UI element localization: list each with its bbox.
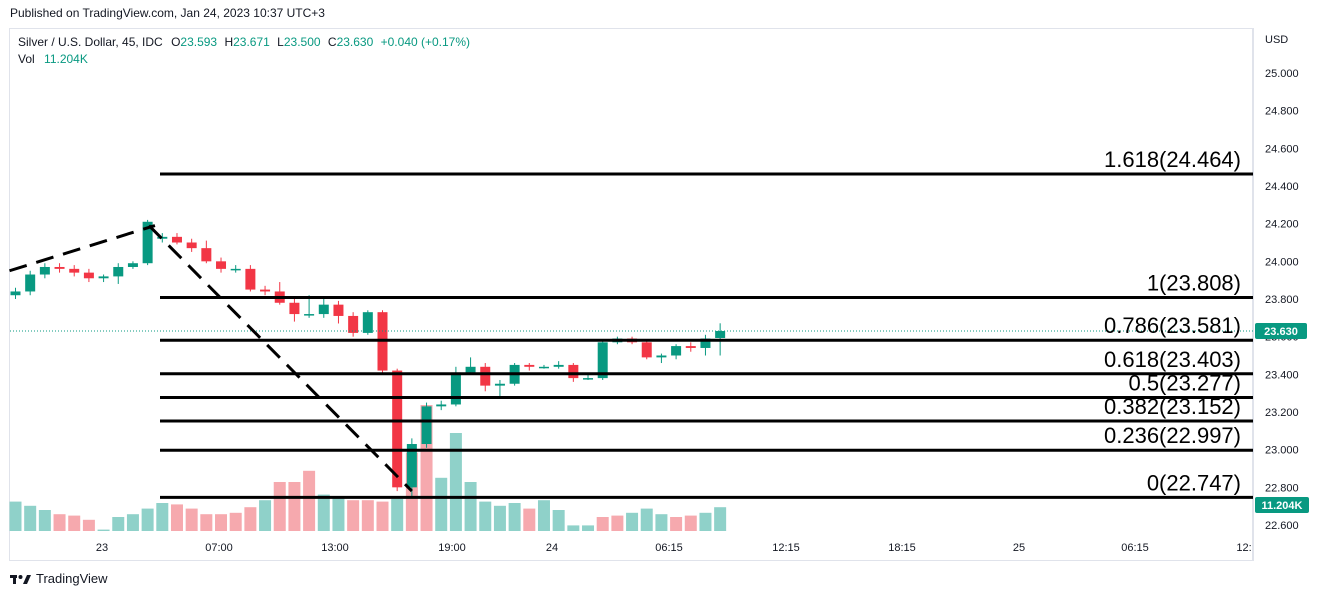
volume-badge bbox=[1255, 497, 1309, 513]
tradingview-logo[interactable]: TradingView bbox=[10, 571, 108, 586]
price-tick-label: 24.600 bbox=[1265, 143, 1299, 155]
price-scale-separator bbox=[1253, 28, 1254, 561]
last-price-badge bbox=[1255, 323, 1307, 340]
high-label: H bbox=[224, 35, 234, 49]
change-value: +0.040 (+0.17%) bbox=[380, 35, 471, 49]
low-label: L bbox=[277, 35, 284, 49]
price-tick-label: 24.200 bbox=[1265, 219, 1299, 231]
high-value: 23.671 bbox=[233, 35, 270, 49]
symbol-name[interactable]: Silver / U.S. Dollar, 45, IDC bbox=[18, 35, 163, 49]
price-tick-label: 24.000 bbox=[1265, 256, 1299, 268]
price-tick-label: 23.400 bbox=[1265, 369, 1299, 381]
low-value: 23.500 bbox=[283, 35, 321, 49]
legend-volume-row: Vol 11.204K bbox=[18, 51, 470, 68]
price-tick-label: 25.000 bbox=[1265, 68, 1299, 80]
open-value: 23.593 bbox=[180, 35, 218, 49]
price-tick-label: 24.400 bbox=[1265, 181, 1299, 193]
price-tick-label: 22.600 bbox=[1265, 520, 1299, 532]
volume-badge-text: 11.204K bbox=[1262, 500, 1303, 512]
volume-value: 11.204K bbox=[44, 52, 88, 66]
price-tick-label: 22.800 bbox=[1265, 482, 1299, 494]
chart-pane[interactable] bbox=[9, 28, 1253, 561]
published-caption: Published on TradingView.com, Jan 24, 20… bbox=[10, 6, 325, 20]
tradingview-logo-icon bbox=[10, 574, 31, 584]
legend-ohlc-row: Silver / U.S. Dollar, 45, IDC O23.593 H2… bbox=[18, 34, 470, 51]
price-tick-label: 23.000 bbox=[1265, 445, 1299, 457]
currency-label: USD bbox=[1265, 34, 1289, 46]
price-tick-label: 23.200 bbox=[1265, 407, 1299, 419]
chart-legend: Silver / U.S. Dollar, 45, IDC O23.593 H2… bbox=[18, 34, 470, 68]
price-tick-label: 23.800 bbox=[1265, 294, 1299, 306]
price-tick-label: 23.600 bbox=[1265, 332, 1299, 344]
price-tick-label: 24.800 bbox=[1265, 106, 1299, 118]
open-label: O bbox=[171, 35, 181, 49]
volume-label: Vol bbox=[18, 52, 35, 66]
last-price-badge-text: 23.630 bbox=[1264, 326, 1298, 338]
price-badges: 23.630 11.204K bbox=[1255, 323, 1309, 513]
close-label: C bbox=[327, 35, 337, 49]
price-axis: 22.600 22.800 23.000 23.200 23.400 23.600 23.8… bbox=[1265, 68, 1299, 532]
close-value: 23.630 bbox=[336, 35, 374, 49]
tradingview-brand: TradingView bbox=[36, 571, 108, 586]
